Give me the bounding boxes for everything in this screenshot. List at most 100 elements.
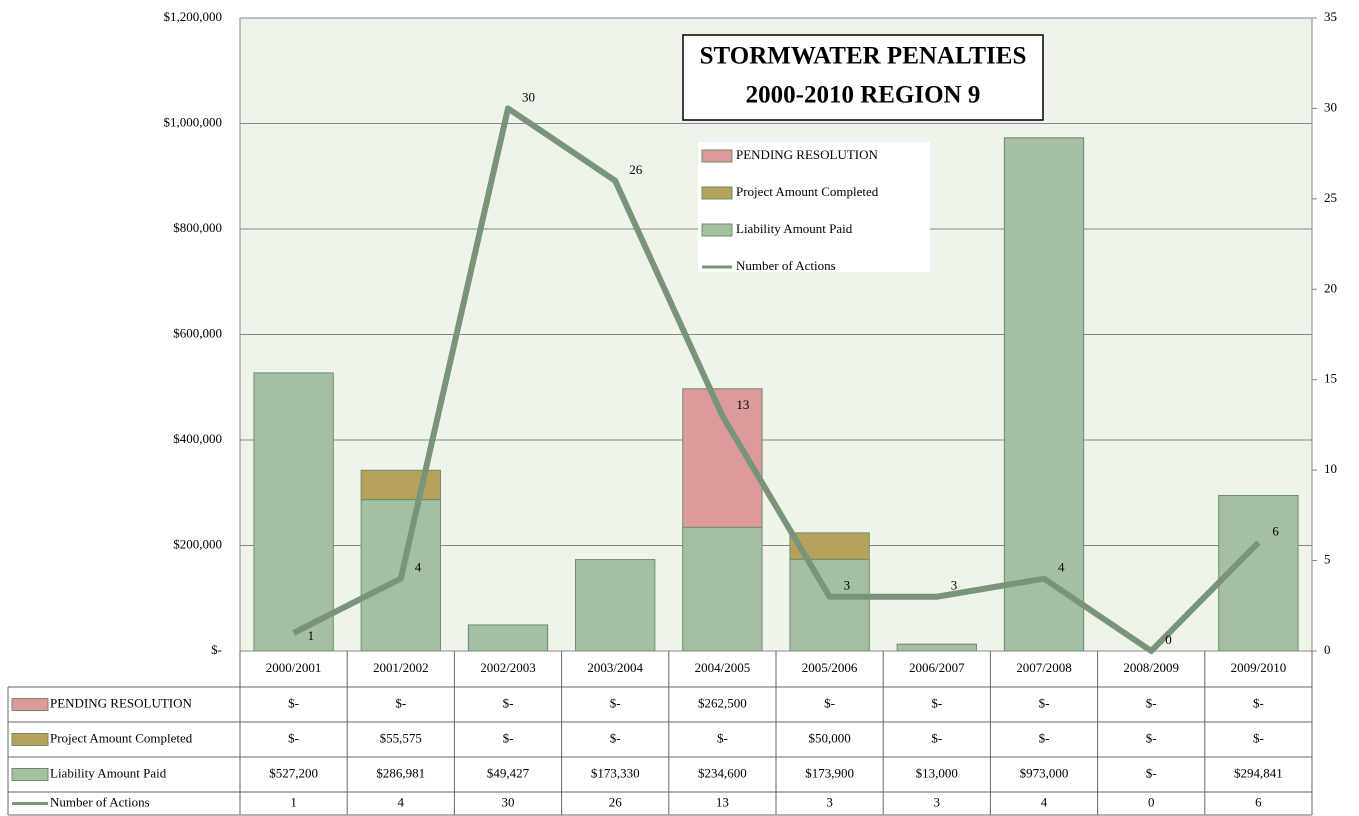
- y2-tick-label: 30: [1324, 99, 1337, 114]
- table-cell: 3: [826, 794, 833, 809]
- legend-swatch: [701, 149, 733, 163]
- table-cell: 13: [716, 794, 729, 809]
- x-tick-label: 2002/2003: [480, 660, 536, 675]
- data-label: 30: [522, 89, 535, 104]
- bar: [896, 643, 977, 652]
- table-row-label: PENDING RESOLUTION: [50, 695, 193, 710]
- table-cell: 1: [290, 794, 297, 809]
- y-tick-label: $1,000,000: [164, 114, 223, 129]
- table-row-label: Liability Amount Paid: [50, 765, 167, 780]
- table-cell: $262,500: [698, 695, 747, 710]
- data-label: 0: [1165, 632, 1172, 647]
- y-tick-label: $600,000: [173, 325, 222, 340]
- table-cell: $-: [1146, 730, 1157, 745]
- table-cell: 26: [609, 794, 623, 809]
- y-tick-label: $-: [211, 642, 222, 657]
- table-cell: 0: [1148, 794, 1155, 809]
- data-label: 26: [629, 162, 643, 177]
- table-cell: 4: [1041, 794, 1048, 809]
- x-tick-label: 2003/2004: [587, 660, 643, 675]
- table-cell: $-: [931, 730, 942, 745]
- data-label: 1: [308, 628, 315, 643]
- y-tick-label: $1,200,000: [164, 9, 223, 24]
- table-cell: $-: [931, 695, 942, 710]
- table-cell: $-: [1253, 730, 1264, 745]
- table-cell: $-: [288, 695, 299, 710]
- data-label: 4: [415, 560, 422, 575]
- bars: [253, 137, 1299, 652]
- table-cell: $-: [610, 730, 621, 745]
- y-tick-label: $400,000: [173, 431, 222, 446]
- bar: [467, 624, 549, 652]
- y2-tick-label: 15: [1324, 371, 1337, 386]
- x-tick-label: 2008/2009: [1123, 660, 1179, 675]
- table-cell: $-: [610, 695, 621, 710]
- table-cell: $173,900: [805, 765, 854, 780]
- table-row-label: Project Amount Completed: [50, 730, 193, 745]
- table-cell: $286,981: [376, 765, 425, 780]
- table-cell: $-: [288, 730, 299, 745]
- table-cell: $50,000: [808, 730, 850, 745]
- x-tick-label: 2006/2007: [909, 660, 965, 675]
- table-cell: $234,600: [698, 765, 747, 780]
- data-label: 3: [844, 578, 851, 593]
- table-cell: $-: [395, 695, 406, 710]
- bar: [575, 559, 656, 652]
- table-swatch: [11, 768, 49, 781]
- y2-tick-label: 10: [1324, 461, 1337, 476]
- y2-tick-label: 25: [1324, 190, 1337, 205]
- legend-label: PENDING RESOLUTION: [736, 147, 879, 162]
- table-cell: 3: [934, 794, 941, 809]
- y2-tick-label: 0: [1324, 642, 1331, 657]
- table-cell: $527,200: [269, 765, 318, 780]
- bar: [789, 532, 870, 560]
- table-cell: $-: [1253, 695, 1264, 710]
- table-cell: $-: [503, 730, 514, 745]
- legend-swatch: [701, 186, 733, 200]
- table-cell: 4: [398, 794, 405, 809]
- bar: [360, 469, 441, 501]
- x-tick-label: 2005/2006: [802, 660, 858, 675]
- y2-tick-label: 5: [1324, 552, 1331, 567]
- bar: [1003, 137, 1085, 652]
- chart-title: 2000-2010 REGION 9: [746, 82, 981, 109]
- chart-title: STORMWATER PENALTIES: [700, 43, 1027, 70]
- table-cell: 30: [502, 794, 515, 809]
- data-label: 4: [1058, 560, 1065, 575]
- legend-label: Project Amount Completed: [736, 184, 879, 199]
- x-tick-label: 2007/2008: [1016, 660, 1072, 675]
- table-cell: $-: [1039, 730, 1050, 745]
- data-label: 6: [1272, 523, 1279, 538]
- y-tick-label: $200,000: [173, 536, 222, 551]
- bar: [682, 526, 763, 652]
- data-label: 3: [951, 578, 958, 593]
- title-box: [682, 34, 1044, 121]
- table-cell: $173,330: [591, 765, 640, 780]
- line: [292, 105, 1261, 654]
- y-tick-label: $800,000: [173, 220, 222, 235]
- x-tick-label: 2004/2005: [695, 660, 751, 675]
- x-tick-label: 2009/2010: [1231, 660, 1287, 675]
- table-cell: $-: [824, 695, 835, 710]
- table-cell: $13,000: [916, 765, 958, 780]
- y2-tick-label: 35: [1324, 9, 1337, 24]
- data-table: 2000/2001 2001/2002 2002/2003 2003/2004 2004…: [7, 651, 1313, 816]
- table-cell: $49,427: [487, 765, 530, 780]
- legend-box: [698, 142, 930, 272]
- table-cell: $55,575: [380, 730, 422, 745]
- table-swatch: [11, 733, 49, 746]
- legend-label: Liability Amount Paid: [736, 221, 853, 236]
- table-cell: $-: [503, 695, 514, 710]
- data-label: 13: [736, 397, 749, 412]
- x-tick-label: 2000/2001: [266, 660, 322, 675]
- table-row-label: Number of Actions: [50, 794, 150, 809]
- lines: 1 4 30 26 13 3 3 4 0 6: [292, 89, 1279, 654]
- table-cell: $973,000: [1020, 765, 1069, 780]
- legend-label: Number of Actions: [736, 258, 836, 273]
- legend: PENDING RESOLUTION Project Amount Complet…: [701, 147, 879, 273]
- legend-swatch: [701, 223, 733, 237]
- table-cell: $-: [1039, 695, 1050, 710]
- bar: [789, 558, 870, 652]
- y2-tick-label: 20: [1324, 280, 1337, 295]
